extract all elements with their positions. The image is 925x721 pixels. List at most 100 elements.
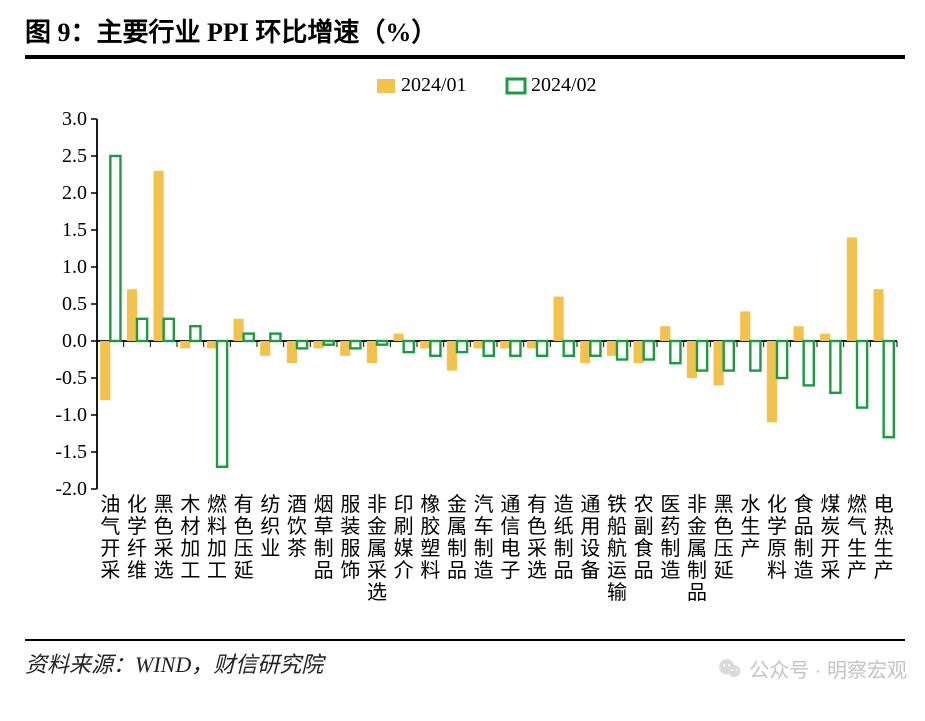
legend-label-2: 2024/02: [531, 74, 597, 96]
bar-series2: [564, 341, 574, 356]
bar-series2: [430, 341, 440, 356]
bar-series2: [590, 341, 600, 356]
category-label: 有色采选: [527, 493, 547, 582]
ytick-label: -0.5: [55, 367, 87, 389]
category-label: 酒饮茶: [287, 493, 307, 560]
bar-series2: [244, 334, 254, 341]
bar-series2: [537, 341, 547, 356]
bar-series2: [697, 341, 707, 371]
category-label: 非金属采选: [367, 493, 387, 604]
bar-series2: [804, 341, 814, 385]
bar-series1: [634, 341, 644, 363]
bar-series1: [447, 341, 457, 371]
category-label: 油气开采: [100, 493, 120, 582]
bar-series1: [794, 326, 804, 341]
ytick-label: 2.5: [62, 145, 87, 167]
bar-series2: [484, 341, 494, 356]
bar-series1: [527, 341, 537, 348]
bar-series2: [297, 341, 307, 348]
category-label: 医药制造: [660, 494, 680, 582]
bar-series1: [207, 341, 217, 348]
category-label: 化学纤维: [127, 493, 147, 582]
category-label: 印刷媒介: [394, 493, 414, 582]
category-label: 纺织业: [260, 493, 280, 560]
ytick-label: 0.0: [62, 330, 87, 352]
bar-series1: [714, 341, 724, 385]
bar-series2: [164, 319, 174, 341]
bar-series1: [420, 341, 430, 348]
category-label: 燃料加工: [207, 493, 227, 582]
bar-series1: [874, 289, 884, 341]
category-label: 服装服饰: [340, 494, 360, 582]
bar-series2: [670, 341, 680, 363]
ytick-label: 3.0: [62, 108, 87, 130]
bar-series1: [340, 341, 350, 356]
bar-series1: [500, 341, 510, 348]
bar-series1: [180, 341, 190, 348]
ytick-label: -1.0: [55, 404, 87, 426]
ytick-label: 1.0: [62, 256, 87, 278]
category-label: 煤炭开采: [820, 493, 840, 582]
category-label: 化学原料: [767, 493, 787, 582]
ppi-bar-chart: 2024/012024/02-2.0-1.5-1.0-0.50.00.51.01…: [25, 59, 905, 639]
bar-series1: [660, 326, 670, 341]
bar-series1: [474, 341, 484, 348]
category-label: 农副食品: [634, 493, 654, 582]
bar-series2: [644, 341, 654, 360]
bar-series1: [687, 341, 697, 378]
category-label: 电热生产: [874, 493, 894, 582]
bar-series2: [190, 326, 200, 341]
bar-series1: [100, 341, 110, 400]
wechat-icon: [717, 656, 743, 682]
ytick-label: 0.5: [62, 293, 87, 315]
bar-series1: [740, 311, 750, 341]
category-label: 黑色压延: [714, 494, 734, 582]
bar-series1: [554, 297, 564, 341]
category-label: 非金属制品: [687, 493, 707, 604]
title-number: 9: [58, 18, 71, 47]
title-prefix: 图: [25, 18, 58, 47]
bar-series2: [404, 341, 414, 352]
category-label: 食品制造: [794, 493, 814, 582]
bar-series1: [127, 289, 137, 341]
bar-series2: [324, 341, 334, 345]
bar-series1: [580, 341, 590, 363]
category-label: 通用设备: [580, 493, 600, 582]
bar-series2: [830, 341, 840, 393]
legend-swatch-1: [377, 79, 395, 93]
title-text: 主要行业 PPI 环比增速（%）: [97, 18, 438, 47]
category-label: 橡胶塑料: [420, 493, 440, 582]
bar-series1: [154, 171, 164, 341]
bar-series2: [457, 341, 467, 352]
category-label: 有色压延: [234, 493, 254, 582]
bar-series2: [750, 341, 760, 371]
bar-series2: [217, 341, 227, 467]
category-label: 金属制品: [447, 493, 467, 582]
bar-series2: [510, 341, 520, 356]
category-label: 木材加工: [180, 493, 200, 582]
bar-series1: [394, 334, 404, 341]
bar-series1: [847, 237, 857, 341]
ytick-label: 1.5: [62, 219, 87, 241]
category-label: 汽车制造: [474, 493, 494, 582]
bar-series1: [767, 341, 777, 422]
bar-series2: [377, 341, 387, 345]
watermark: 公众号 · 明察宏观: [717, 654, 907, 683]
legend-label-1: 2024/01: [401, 74, 467, 96]
watermark-text: 公众号 · 明察宏观: [749, 654, 907, 683]
category-label: 烟草制品: [314, 493, 334, 582]
ytick-label: -2.0: [55, 478, 87, 500]
bar-series1: [287, 341, 297, 363]
chart-title: 图 9：主要行业 PPI 环比增速（%）: [25, 12, 905, 55]
bar-series2: [617, 341, 627, 360]
bar-series1: [260, 341, 270, 356]
category-label: 黑色采选: [154, 494, 174, 582]
bar-series1: [607, 341, 617, 356]
bar-series1: [820, 334, 830, 341]
legend-swatch-2: [507, 79, 525, 93]
bar-series2: [110, 156, 120, 341]
bar-series1: [367, 341, 377, 363]
bar-series2: [777, 341, 787, 378]
category-label: 水生产: [740, 493, 760, 560]
category-label: 燃气生产: [847, 493, 867, 582]
